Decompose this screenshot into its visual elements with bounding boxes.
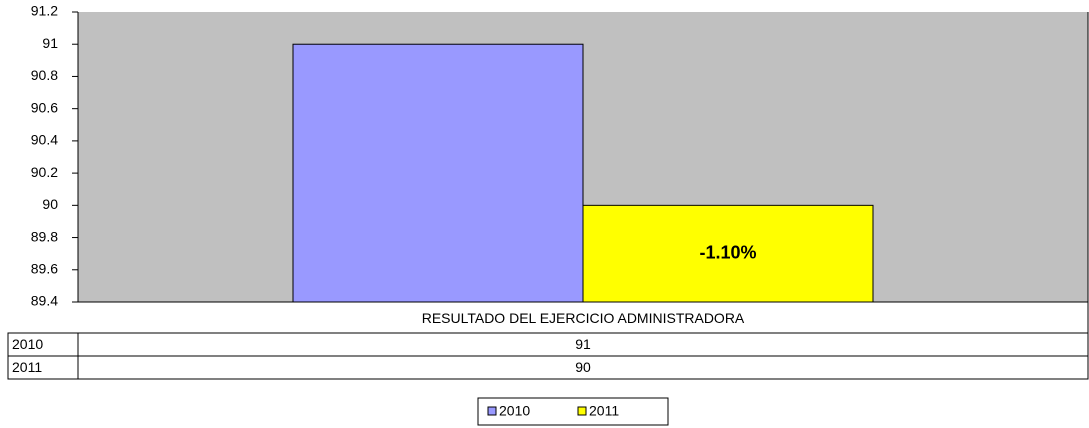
bar xyxy=(292,43,584,303)
y-tick-label: 90.6 xyxy=(31,99,58,115)
y-tick-label: 91.2 xyxy=(31,3,58,19)
table-value: 91 xyxy=(575,336,591,352)
y-tick-label: 90.2 xyxy=(31,164,58,180)
table-value: 90 xyxy=(575,359,591,375)
y-tick-label: 90 xyxy=(42,196,58,212)
bar xyxy=(582,204,874,303)
table-series-name: 2011 xyxy=(12,359,42,375)
y-tick-label: 90.4 xyxy=(31,132,58,148)
legend-label: 2010 xyxy=(499,403,530,419)
table-series-name: 2010 xyxy=(12,336,43,352)
y-tick-label: 89.8 xyxy=(31,228,58,244)
annotation: -1.10% xyxy=(699,242,756,262)
legend-box xyxy=(477,397,669,426)
legend-swatch xyxy=(577,406,587,416)
y-tick-label: 91 xyxy=(42,35,58,51)
y-tick-label: 89.4 xyxy=(31,293,58,309)
table-category: RESULTADO DEL EJERCICIO ADMINISTRADORA xyxy=(422,310,745,326)
legend-swatch xyxy=(487,406,497,416)
y-tick-label: 89.6 xyxy=(31,260,58,276)
legend-label: 2011 xyxy=(589,403,619,419)
table-row xyxy=(7,355,1089,380)
table-row xyxy=(7,332,1089,357)
y-tick-label: 90.8 xyxy=(31,67,58,83)
